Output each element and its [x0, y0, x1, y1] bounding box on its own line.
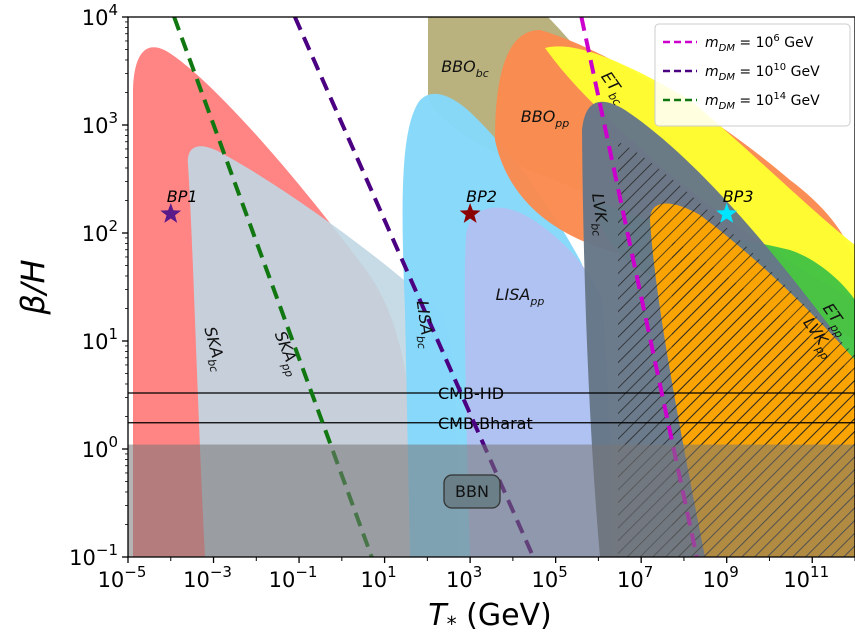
legend: mDM = 106 GeV mDM = 1010 GeV mDM = 1014 Ge…: [654, 23, 851, 127]
x-tick-label-2: 10−1: [269, 563, 318, 592]
benchmark-points: BP1 BP2 BP3: [160, 187, 754, 223]
y-axis-label: β/H: [14, 259, 52, 315]
x-tick-label-7: 109: [703, 563, 739, 592]
x-tick-label-3: 101: [360, 563, 396, 592]
y-tick-label-5: 104: [82, 1, 118, 30]
benchmark-label-2: BP3: [723, 187, 754, 206]
bbn-box: [443, 474, 501, 509]
region-label-lisa-pp: LISApp: [496, 285, 545, 308]
x-axis-label: T* (GeV): [428, 598, 552, 635]
cmb-lines: CMB-HD CMB-Bharat: [128, 384, 855, 433]
x-tick-label-4: 103: [446, 563, 482, 592]
y-tick-label-1: 100: [82, 433, 118, 462]
region-label-bbo-bc: BBObc: [441, 57, 489, 80]
y-tick-label-0: 10−1: [69, 541, 118, 570]
benchmark-star-1: [459, 203, 481, 223]
benchmark-star-0: [160, 203, 182, 223]
legend-label-2: mDM = 1014 GeV: [705, 91, 820, 112]
region-label-lisa-bc: LISAbc: [409, 299, 438, 350]
bbn-band: BBN: [128, 444, 855, 557]
x-tick-label-6: 107: [617, 563, 653, 592]
y-tick-label-2: 101: [82, 325, 118, 354]
legend-label-0: mDM = 106 GeV: [705, 33, 814, 54]
region-label-bbo-pp: BBOpp: [521, 107, 570, 130]
legend-label-1: mDM = 1010 GeV: [705, 62, 820, 83]
axes: 10−5 10−3 10−1 101 103 105 107 109 1011 10−1 100 10…: [14, 1, 855, 635]
series-line-0: [579, 17, 699, 557]
x-tick-label-0: 10−5: [98, 563, 147, 592]
region-label-lvk-bc: LVKbc: [584, 192, 613, 237]
benchmark-star-2: [716, 203, 738, 223]
legend-box: [654, 23, 851, 127]
bbn-label: BBN: [455, 482, 489, 501]
cmb-label-1: CMB-Bharat: [438, 414, 533, 433]
x-tick-label-8: 1011: [783, 563, 829, 592]
plot-frame: [127, 16, 855, 558]
series-line-2: [172, 17, 374, 557]
cmb-label-0: CMB-HD: [438, 384, 504, 403]
x-tick-label-1: 10−3: [183, 563, 232, 592]
benchmark-label-0: BP1: [167, 187, 198, 206]
x-tick-label-5: 105: [532, 563, 568, 592]
y-tick-label-3: 102: [82, 217, 118, 246]
benchmark-label-1: BP2: [466, 187, 497, 206]
y-tick-label-4: 103: [82, 109, 118, 138]
